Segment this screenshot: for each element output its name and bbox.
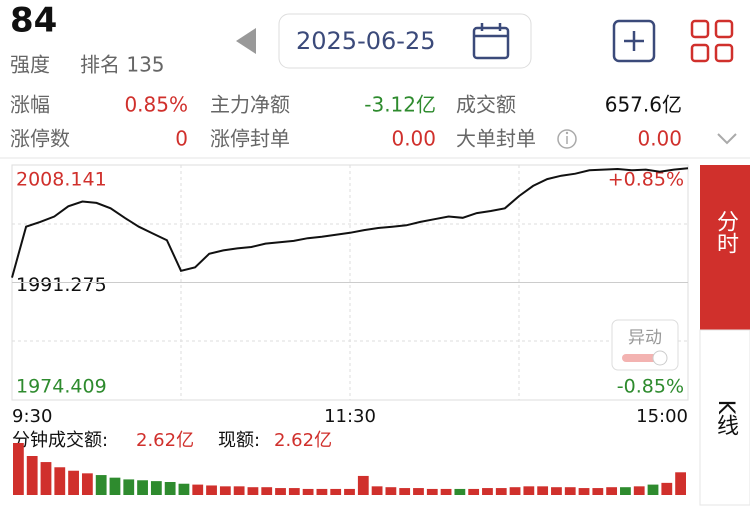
date: 2025-06-25 <box>296 27 435 55</box>
volume-bar <box>399 488 411 495</box>
stat-value: 0.85% <box>124 93 188 117</box>
volume-bar <box>81 473 93 495</box>
volume-bar <box>468 488 480 495</box>
volume-bar <box>95 475 107 495</box>
volume-bar <box>261 487 273 495</box>
volume-bar <box>40 462 52 495</box>
volume-bar <box>316 488 328 495</box>
y2-tick-label: +0.85% <box>608 169 684 191</box>
volume-bar <box>206 485 217 495</box>
volume-bar <box>482 488 493 495</box>
volume-bar <box>123 479 135 495</box>
volume-bar <box>275 488 286 495</box>
prev-day[interactable] <box>236 28 256 54</box>
strength: 强度 <box>10 53 50 77</box>
volume-bar <box>26 456 38 495</box>
score: 84 <box>10 1 57 41</box>
menu-icon[interactable] <box>690 19 734 63</box>
expand[interactable] <box>717 133 737 145</box>
volume-bar <box>495 488 507 495</box>
tab[interactable] <box>699 329 750 506</box>
volume-bar <box>426 488 438 495</box>
volume-bar <box>344 488 355 495</box>
tab-label: K线 <box>713 400 738 437</box>
volume-bar <box>357 475 369 495</box>
volume-label: 分钟成交额: <box>12 430 108 451</box>
volume-bar <box>54 467 66 495</box>
dividers <box>12 165 688 400</box>
volume-bar <box>551 487 562 495</box>
volume-bar <box>440 488 452 495</box>
volume-bar <box>137 480 148 495</box>
stat-value: 0.00 <box>637 127 682 151</box>
stat-value: 0 <box>175 127 188 151</box>
x-tick-label: 15:00 <box>636 406 688 427</box>
volume-bar <box>68 470 79 495</box>
stat-label: 大单封单 <box>456 127 536 151</box>
volume-bar <box>164 482 176 495</box>
x-tick-label: 9:30 <box>12 406 52 427</box>
volume-bar <box>454 488 466 495</box>
volume-bar <box>13 443 24 495</box>
y2-tick-label: -0.85% <box>617 376 684 398</box>
stat-value: -3.12亿 <box>364 93 436 117</box>
current-label: 现额: <box>218 430 260 451</box>
x-tick-label: 11:30 <box>324 406 376 427</box>
y-tick-label: 2008.141 <box>16 169 107 191</box>
volume-bar <box>233 486 245 495</box>
volume-value: 2.62亿 <box>136 430 194 451</box>
volume-bar <box>647 484 659 495</box>
volume-bar <box>178 483 190 495</box>
info-icon[interactable] <box>557 129 577 149</box>
y-tick-label: 1991.275 <box>16 274 107 296</box>
volume-bar <box>385 487 397 495</box>
current-value: 2.62亿 <box>274 430 332 451</box>
volume-bar <box>578 488 590 495</box>
volume-bar <box>661 482 673 495</box>
y-tick-label: 1974.409 <box>16 376 107 398</box>
stat-label: 主力净额 <box>210 93 290 117</box>
add-icon[interactable] <box>612 19 656 63</box>
volume-bar <box>330 488 342 495</box>
volume-bar <box>509 487 521 495</box>
stat-value: 0.00 <box>391 127 436 151</box>
toggle-knob <box>652 350 668 366</box>
volume-bar <box>371 486 383 495</box>
rank: 排名 135 <box>80 53 165 77</box>
badge-label: 异动 <box>628 328 662 348</box>
date-box[interactable] <box>278 13 532 69</box>
volume-bar <box>675 472 686 495</box>
volume-bar <box>109 477 121 495</box>
volume-bar <box>150 481 162 495</box>
volume-bar <box>247 487 259 495</box>
volume-bar <box>192 484 204 495</box>
volume-bar <box>288 488 300 495</box>
volume-bar <box>564 487 576 495</box>
stat-label: 成交额 <box>456 93 516 117</box>
volume-bar <box>523 486 535 495</box>
volume-bar <box>592 488 604 495</box>
price-line <box>11 167 689 278</box>
tab-active[interactable] <box>700 165 750 330</box>
calendar-icon[interactable] <box>472 23 510 60</box>
stat-label: 涨停封单 <box>210 127 290 151</box>
stat-value: 657.6亿 <box>605 93 682 117</box>
volume-bar <box>620 487 631 495</box>
stat-label: 涨停数 <box>10 127 70 151</box>
volume-bar <box>537 486 549 495</box>
volume-bar <box>219 486 231 495</box>
volume-bar <box>606 487 618 495</box>
volume-bar <box>413 488 424 495</box>
volume-bar <box>302 488 314 495</box>
tab-label: 分时 <box>713 210 739 254</box>
stat-label: 涨幅 <box>10 93 50 117</box>
volume-bar <box>633 486 645 495</box>
